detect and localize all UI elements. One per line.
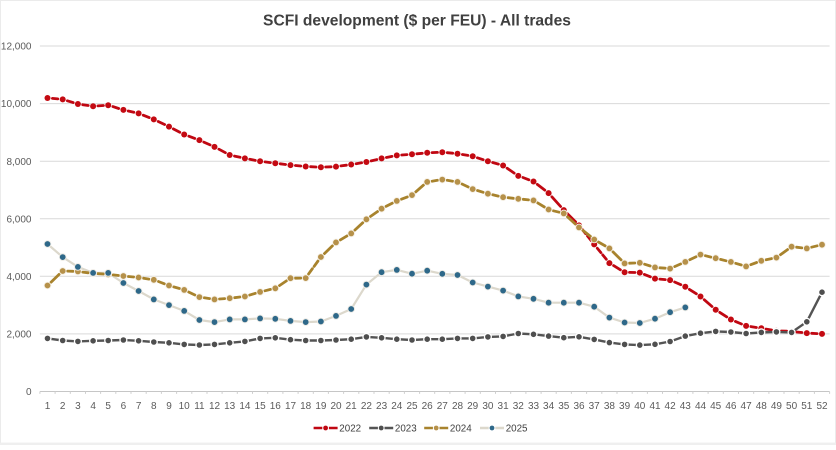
svg-text:2,000: 2,000	[6, 330, 31, 341]
svg-text:2024: 2024	[450, 423, 472, 434]
svg-text:46: 46	[725, 401, 737, 412]
svg-text:28: 28	[452, 401, 464, 412]
svg-text:39: 39	[619, 401, 631, 412]
svg-text:1: 1	[45, 401, 51, 412]
svg-text:17: 17	[285, 401, 297, 412]
svg-text:34: 34	[543, 401, 555, 412]
svg-text:26: 26	[422, 401, 434, 412]
svg-text:10,000: 10,000	[1, 99, 32, 110]
svg-text:29: 29	[467, 401, 479, 412]
svg-text:33: 33	[528, 401, 540, 412]
svg-text:4: 4	[90, 401, 96, 412]
svg-text:27: 27	[437, 401, 449, 412]
svg-text:13: 13	[224, 401, 236, 412]
svg-text:7: 7	[136, 401, 142, 412]
svg-text:8: 8	[151, 401, 157, 412]
svg-text:35: 35	[558, 401, 570, 412]
svg-text:2022: 2022	[339, 423, 361, 434]
svg-text:43: 43	[680, 401, 692, 412]
svg-text:20: 20	[330, 401, 342, 412]
svg-text:48: 48	[756, 401, 768, 412]
svg-text:51: 51	[801, 401, 813, 412]
svg-text:15: 15	[255, 401, 267, 412]
svg-text:42: 42	[665, 401, 677, 412]
svg-text:10: 10	[179, 401, 191, 412]
svg-text:5: 5	[105, 401, 111, 412]
svg-text:6,000: 6,000	[6, 214, 31, 225]
svg-text:38: 38	[604, 401, 616, 412]
svg-text:22: 22	[361, 401, 373, 412]
svg-text:24: 24	[391, 401, 403, 412]
svg-text:40: 40	[634, 401, 646, 412]
svg-text:23: 23	[376, 401, 388, 412]
svg-text:25: 25	[406, 401, 418, 412]
svg-text:47: 47	[741, 401, 753, 412]
svg-text:SCFI development ($ per FEU) -: SCFI development ($ per FEU) - All trade…	[263, 12, 571, 29]
svg-text:3: 3	[75, 401, 81, 412]
svg-text:41: 41	[649, 401, 661, 412]
svg-text:2025: 2025	[506, 423, 528, 434]
svg-text:9: 9	[166, 401, 172, 412]
svg-text:50: 50	[786, 401, 798, 412]
svg-text:21: 21	[346, 401, 358, 412]
svg-text:0: 0	[26, 387, 32, 398]
svg-text:2: 2	[60, 401, 66, 412]
svg-text:32: 32	[513, 401, 525, 412]
svg-text:2023: 2023	[395, 423, 417, 434]
svg-text:30: 30	[482, 401, 494, 412]
svg-text:52: 52	[816, 401, 828, 412]
svg-text:49: 49	[771, 401, 783, 412]
svg-text:18: 18	[300, 401, 312, 412]
svg-text:14: 14	[239, 401, 251, 412]
svg-text:8,000: 8,000	[6, 157, 31, 168]
svg-text:19: 19	[315, 401, 327, 412]
svg-text:11: 11	[194, 401, 205, 412]
svg-text:45: 45	[710, 401, 722, 412]
svg-text:36: 36	[573, 401, 585, 412]
svg-text:44: 44	[695, 401, 707, 412]
svg-text:31: 31	[498, 401, 510, 412]
svg-text:12: 12	[209, 401, 221, 412]
svg-text:6: 6	[121, 401, 127, 412]
svg-text:16: 16	[270, 401, 282, 412]
svg-text:37: 37	[589, 401, 601, 412]
svg-text:4,000: 4,000	[6, 272, 31, 283]
svg-text:12,000: 12,000	[1, 42, 32, 53]
